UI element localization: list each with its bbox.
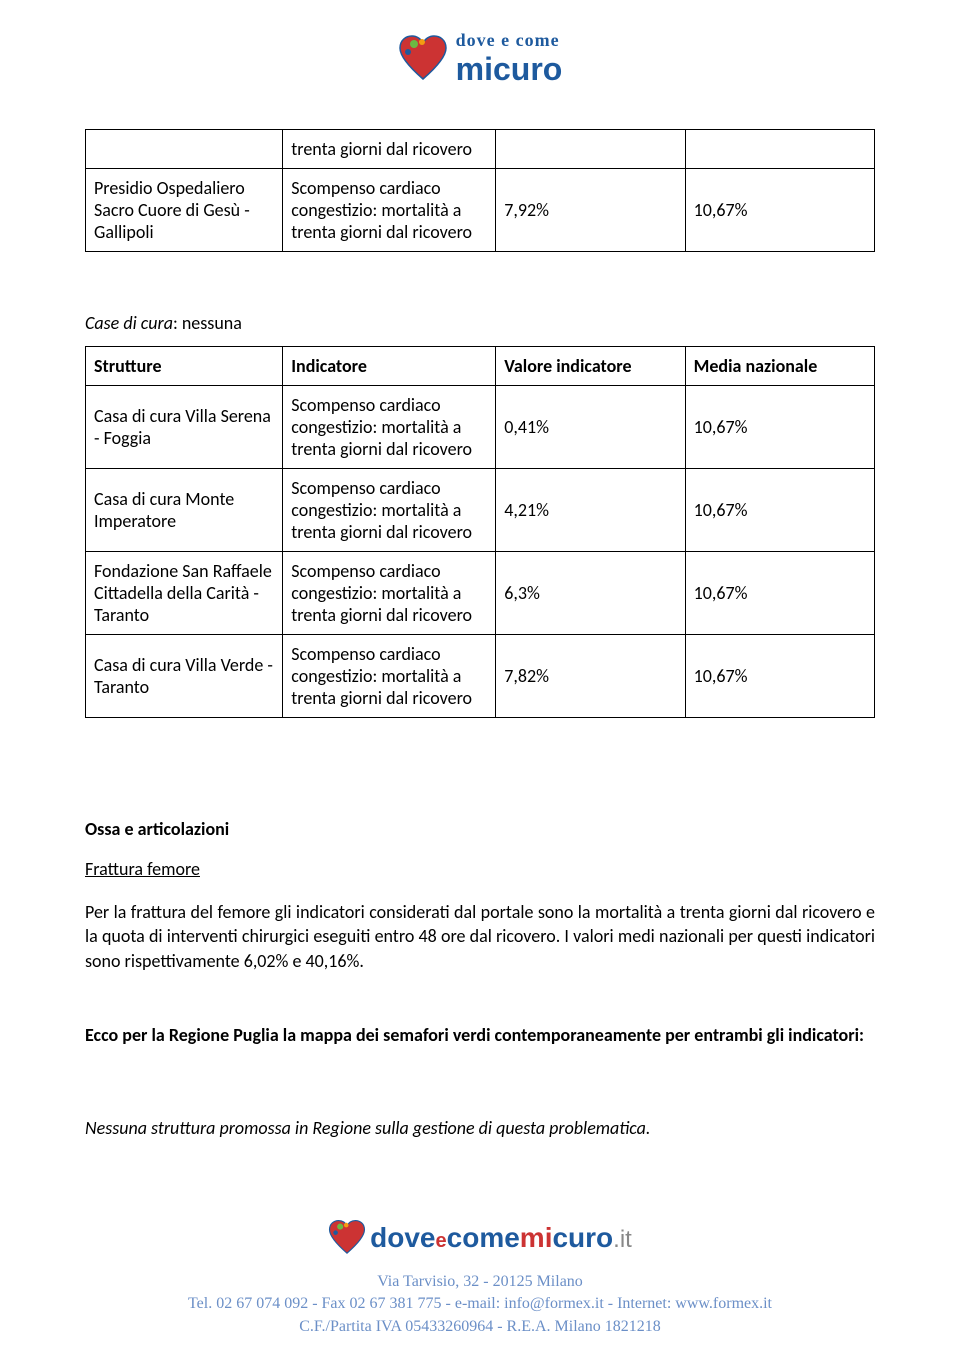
table-row: Fondazione San Raffaele Cittadella della…: [86, 552, 875, 635]
section-heading: Ossa e articolazioni: [85, 818, 875, 840]
table-cell: [86, 130, 283, 169]
footer-address-line3: C.F./Partita IVA 05433260964 - R.E.A. Mi…: [0, 1316, 960, 1338]
table-cell: 10,67%: [685, 469, 874, 552]
italic-paragraph: Nessuna struttura promossa in Regione su…: [85, 1117, 875, 1139]
document-page: dove e come micuro trenta giorni dal ric…: [0, 0, 960, 1358]
table-cell: 10,67%: [685, 635, 874, 718]
table-cell: Scompenso cardiaco congestizio: mortalit…: [283, 469, 496, 552]
footer-logo: doveecomemicuro.it: [328, 1219, 632, 1257]
table-row: trenta giorni dal ricovero: [86, 130, 875, 169]
table-cell: Casa di cura Villa Verde - Taranto: [86, 635, 283, 718]
table-cell: 6,3%: [496, 552, 685, 635]
footer-dove: dove: [370, 1222, 435, 1253]
hospitals-table: trenta giorni dal ricovero Presidio Ospe…: [85, 129, 875, 252]
case-di-cura-label: Case di cura: nessuna: [85, 312, 875, 334]
table-header: Strutture: [86, 347, 283, 386]
table-cell: trenta giorni dal ricovero: [283, 130, 496, 169]
table-cell: 4,21%: [496, 469, 685, 552]
table-row: Casa di cura Monte Imperatore Scompenso …: [86, 469, 875, 552]
bold-paragraph: Ecco per la Regione Puglia la mappa dei …: [85, 1023, 875, 1047]
table-cell: Scompenso cardiaco congestizio: mortalit…: [283, 635, 496, 718]
logo-heart-icon: [398, 34, 448, 84]
table-cell: 0,41%: [496, 386, 685, 469]
case-label: Case di cura: [85, 312, 173, 334]
logo-text: dove e come micuro: [456, 30, 563, 88]
footer-address-line1: Via Tarvisio, 32 - 20125 Milano: [0, 1271, 960, 1293]
table-header: Media nazionale: [685, 347, 874, 386]
table-row: Presidio Ospedaliero Sacro Cuore di Gesù…: [86, 169, 875, 252]
page-footer: doveecomemicuro.it Via Tarvisio, 32 - 20…: [0, 1219, 960, 1338]
body-paragraph: Per la frattura del femore gli indicator…: [85, 900, 875, 973]
table-cell: 7,82%: [496, 635, 685, 718]
table-cell: 7,92%: [496, 169, 685, 252]
table-row: Casa di cura Villa Serena - Foggia Scomp…: [86, 386, 875, 469]
logo-top-text: dove e come: [456, 30, 560, 51]
table-cell: 10,67%: [685, 169, 874, 252]
table-header: Indicatore: [283, 347, 496, 386]
table-row: Casa di cura Villa Verde - Taranto Scomp…: [86, 635, 875, 718]
footer-address-line2: Tel. 02 67 074 092 - Fax 02 67 381 775 -…: [0, 1293, 960, 1315]
table-cell: [496, 130, 685, 169]
sub-heading: Frattura femore: [85, 858, 875, 880]
clinics-table: Strutture Indicatore Valore indicatore M…: [85, 346, 875, 718]
table-header: Valore indicatore: [496, 347, 685, 386]
footer-come: come: [447, 1222, 520, 1253]
table-cell: Scompenso cardiaco congestizio: mortalit…: [283, 169, 496, 252]
footer-curo: curo: [552, 1222, 613, 1253]
table-cell: 10,67%: [685, 386, 874, 469]
case-value: : nessuna: [173, 312, 242, 334]
table-cell: Casa di cura Monte Imperatore: [86, 469, 283, 552]
footer-mi: mi: [520, 1222, 553, 1253]
footer-e: e: [436, 1230, 447, 1252]
footer-it: .it: [613, 1226, 632, 1253]
table-cell: Scompenso cardiaco congestizio: mortalit…: [283, 552, 496, 635]
header-logo: dove e come micuro: [85, 30, 875, 89]
table-cell: Presidio Ospedaliero Sacro Cuore di Gesù…: [86, 169, 283, 252]
footer-logo-heart-icon: [328, 1219, 366, 1257]
logo-main-text: micuro: [456, 51, 563, 88]
table-header-row: Strutture Indicatore Valore indicatore M…: [86, 347, 875, 386]
table-cell: Fondazione San Raffaele Cittadella della…: [86, 552, 283, 635]
table-cell: 10,67%: [685, 552, 874, 635]
table-cell: [685, 130, 874, 169]
footer-address: Via Tarvisio, 32 - 20125 Milano Tel. 02 …: [0, 1271, 960, 1338]
logo-container: dove e come micuro: [398, 30, 563, 88]
footer-logo-text: doveecomemicuro.it: [370, 1222, 632, 1254]
table-cell: Casa di cura Villa Serena - Foggia: [86, 386, 283, 469]
table-cell: Scompenso cardiaco congestizio: mortalit…: [283, 386, 496, 469]
